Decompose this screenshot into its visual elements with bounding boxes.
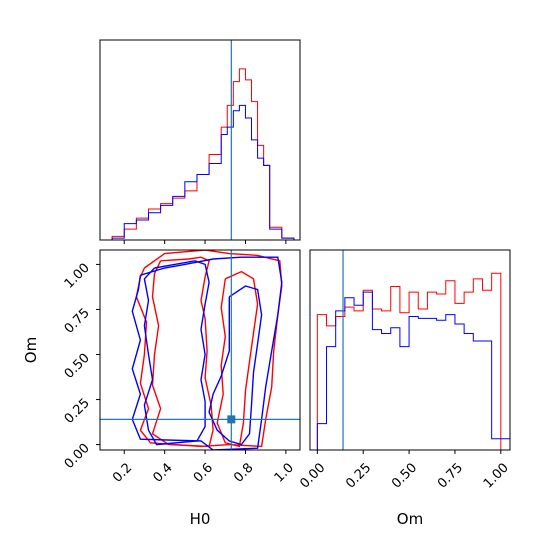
h0-tick-label: 0.8 bbox=[231, 460, 256, 485]
om-histogram-tick-label: 0.00 bbox=[297, 460, 328, 491]
h0-histogram-frame bbox=[99, 39, 301, 241]
om-tick-label: 0.75 bbox=[62, 306, 93, 337]
h0-om-contour-panel: 0.2 0.4 0.6 0.8 1.0 0.00 0.25 0.50 0.75 1.00 H0 O… bbox=[22, 249, 301, 528]
om-tick-label: 1.00 bbox=[62, 261, 93, 292]
om-tick-label: 0.25 bbox=[62, 396, 93, 427]
contour-series-0-level-1 bbox=[135, 250, 283, 448]
h0-histogram-series-0 bbox=[111, 68, 295, 240]
h0-tick-label: 0.4 bbox=[150, 460, 175, 485]
h0-tick-label: 0.6 bbox=[191, 460, 216, 485]
contour-series-0-level-0 bbox=[151, 256, 214, 448]
om-histogram-axis-label: Om bbox=[397, 510, 423, 528]
om-tick-label: 0.50 bbox=[62, 351, 93, 382]
contour-series-1-level-1 bbox=[131, 256, 283, 450]
om-tick-label: 0.00 bbox=[62, 441, 93, 472]
om-histogram-tick-label: 0.25 bbox=[343, 460, 374, 491]
contour-series-1-level-0 bbox=[143, 260, 210, 446]
contour-frame bbox=[99, 249, 301, 451]
h0-axis-label: H0 bbox=[190, 510, 211, 528]
truth-point-marker bbox=[227, 415, 236, 424]
h0-histogram-panel bbox=[99, 39, 301, 244]
om-histogram-tick-label: 1.00 bbox=[481, 460, 512, 491]
om-histogram-series-1 bbox=[316, 291, 510, 450]
contour-series-1-level-2 bbox=[208, 285, 263, 446]
h0-tick-label: 1.0 bbox=[272, 460, 297, 485]
om-axis-label: Om bbox=[22, 337, 40, 363]
om-histogram-tick-label: 0.50 bbox=[389, 460, 420, 491]
om-histogram-tick-label: 0.75 bbox=[435, 460, 466, 491]
om-histogram-frame bbox=[309, 249, 511, 451]
om-histogram-series-0 bbox=[316, 272, 510, 450]
om-histogram-panel: 0.00 0.25 0.50 0.75 1.00 Om bbox=[297, 249, 512, 528]
h0-tick-label: 0.2 bbox=[110, 460, 135, 485]
h0-histogram-series-1 bbox=[111, 104, 295, 240]
contour-series-0-level-2 bbox=[216, 270, 259, 448]
